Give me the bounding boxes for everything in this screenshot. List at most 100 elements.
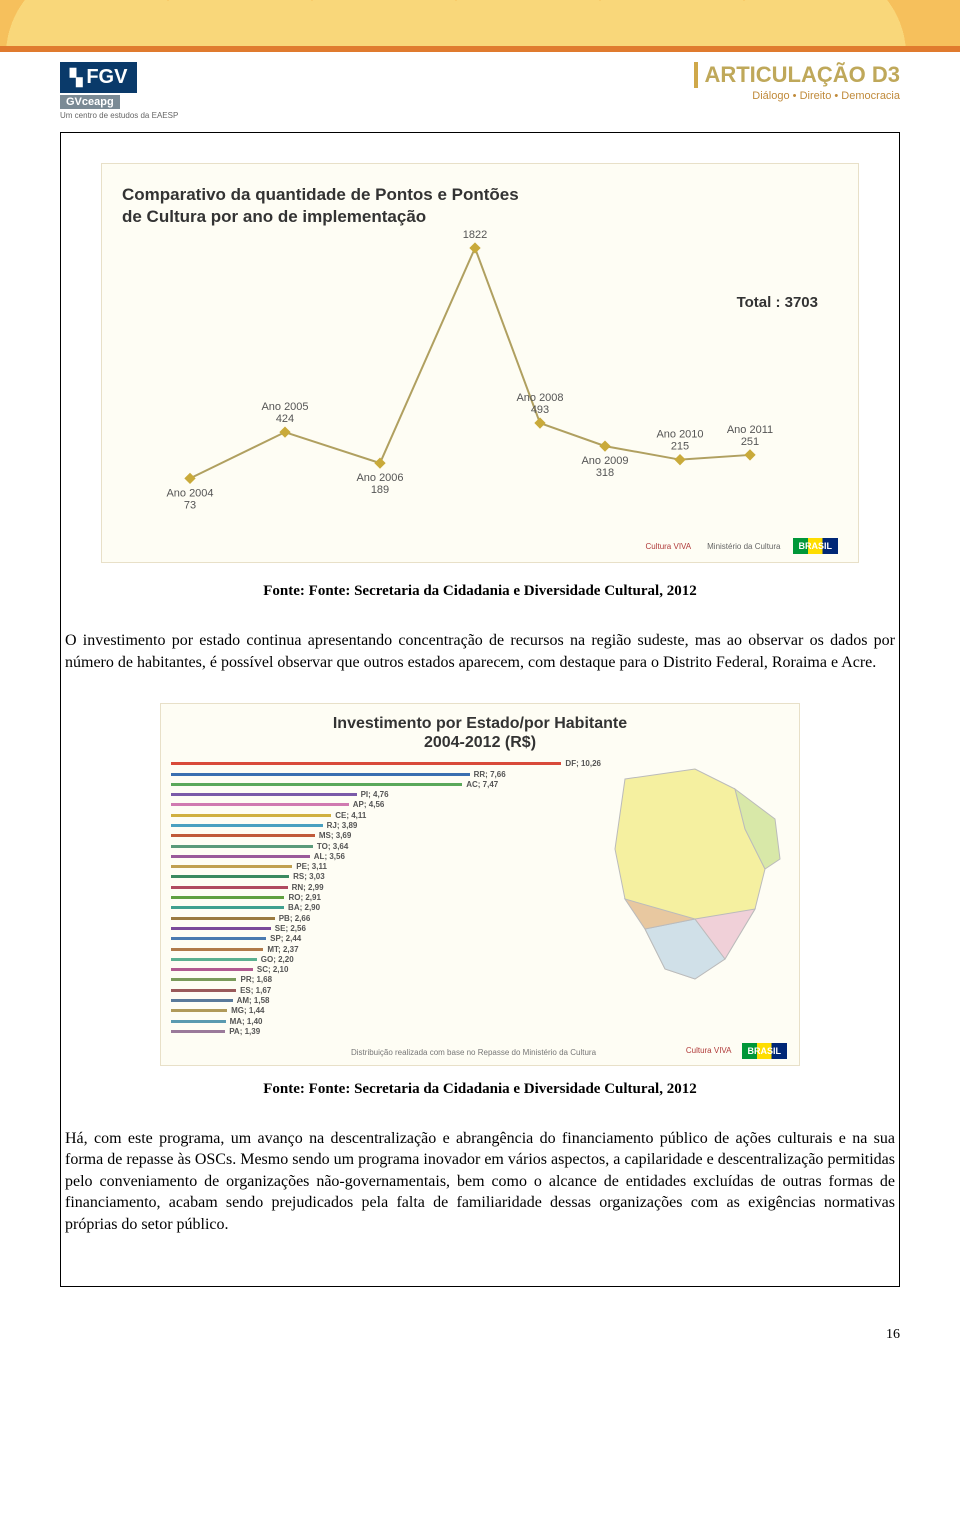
svg-text:Ano 2005: Ano 2005 [261,401,308,413]
bar-label: RJ; 3,89 [327,821,358,830]
bar-label: PB; 2,66 [279,914,311,923]
bar-row: MA; 1,40 [171,1016,601,1026]
bar-label: RS; 3,03 [293,872,325,881]
viva-logo-2: Cultura VIVA [682,1044,736,1057]
bar-row: TO; 3,64 [171,841,601,851]
brasil-logo-2: BRASIL [742,1043,788,1059]
bar [171,875,289,878]
page-number: 16 [0,1327,900,1343]
bar [171,845,313,848]
bar-row: AP; 4,56 [171,800,601,810]
bar-label: AL; 3,56 [314,852,345,861]
bar-row: DF; 10,26 [171,759,601,769]
bar [171,855,310,858]
bar-row: PE; 3,11 [171,862,601,872]
bar-label: MT; 2,37 [267,945,298,954]
bar-label: SP; 2,44 [270,934,301,943]
bar-label: PE; 3,11 [296,862,327,871]
bar [171,906,284,909]
bar [171,824,323,827]
svg-text:424: 424 [276,413,294,425]
bar-label: SC; 2,10 [257,965,289,974]
bar [171,1030,225,1033]
articulacao-subtitle: Diálogo • Direito • Democracia [694,90,900,102]
bar-row: MG; 1,44 [171,1006,601,1016]
bar-label: AM; 1,58 [237,996,270,1005]
svg-text:493: 493 [531,404,549,416]
svg-text:Ano 2010: Ano 2010 [656,429,703,441]
bar [171,927,271,930]
svg-text:Ano 2006: Ano 2006 [356,472,403,484]
svg-text:1822: 1822 [463,229,487,241]
bar-label: RN; 2,99 [292,883,324,892]
chart1-caption: Fonte: Fonte: Secretaria da Cidadania e … [61,583,899,600]
bar [171,1009,227,1012]
svg-text:73: 73 [184,500,196,512]
bar [171,937,266,940]
bar-label: MS; 3,69 [319,831,351,840]
svg-text:Ano 2008: Ano 2008 [516,392,563,404]
bar-row: PA; 1,39 [171,1026,601,1036]
bar-row: RJ; 3,89 [171,820,601,830]
paragraph-1: O investimento por estado continua apres… [61,630,899,673]
gv-subtitle: Um centro de estudos da EAESP [60,111,178,120]
bar-label: RO; 2,91 [288,893,320,902]
bar [171,958,257,961]
svg-text:251: 251 [741,436,759,448]
articulacao-title: ARTICULAÇÃO D3 [694,62,900,88]
fgv-text: FGV [86,66,127,89]
bar [171,917,275,920]
top-ribbon [0,0,960,52]
chart-comparativo: Comparativo da quantidade de Pontos e Po… [101,163,859,563]
bar-row: RR; 7,66 [171,769,601,779]
bar [171,793,357,796]
chart2-caption: Fonte: Fonte: Secretaria da Cidadania e … [61,1081,899,1098]
bar-row: AL; 3,56 [171,851,601,861]
logo-articulacao: ARTICULAÇÃO D3 Diálogo • Direito • Democ… [694,62,900,102]
bar-label: AC; 7,47 [466,780,498,789]
bar-row: MT; 2,37 [171,944,601,954]
bar-row: MS; 3,69 [171,831,601,841]
bar-label: MG; 1,44 [231,1006,264,1015]
svg-text:Ano 2009: Ano 2009 [581,455,628,467]
brasil-map [585,759,785,989]
chart1-title-l1: Comparativo da quantidade de Pontos e Po… [122,185,519,204]
bar-row: AM; 1,58 [171,995,601,1005]
chart1-total: Total : 3703 [737,294,818,311]
bar-label: TO; 3,64 [317,842,348,851]
bar-label: PA; 1,39 [229,1027,260,1036]
bar [171,999,233,1002]
bar-row: SE; 2,56 [171,923,601,933]
bar-label: MA; 1,40 [230,1017,263,1026]
bar-row: RN; 2,99 [171,882,601,892]
bar-label: GO; 2,20 [261,955,294,964]
bar-row: AC; 7,47 [171,779,601,789]
chart2-footnote: Distribuição realizada com base no Repas… [351,1048,596,1057]
chart-investimento: Investimento por Estado/por Habitante 20… [160,703,800,1065]
chart1-plot: Ano 200473Ano 2005424Ano 2006189Ano 2007… [122,228,838,528]
bar [171,886,288,889]
header: ▚ FGV GVceapg Um centro de estudos da EA… [0,52,960,132]
paragraph-2: Há, com este programa, um avanço na desc… [61,1128,899,1256]
chart2-body: DF; 10,26RR; 7,66AC; 7,47 PI; 4,76AP; 4,5… [161,755,799,1065]
chart2-title: Investimento por Estado/por Habitante 20… [161,704,799,754]
bar [171,814,331,817]
chart2-footer: Cultura VIVA BRASIL [682,1043,787,1059]
bar [171,896,284,899]
brasil-logo: BRASIL [793,538,839,554]
fgv-logo: ▚ FGV [60,62,137,93]
bar-label: ES; 1,67 [240,986,271,995]
chart2-title-l1: Investimento por Estado/por Habitante [333,715,627,732]
bar-row: PR; 1,68 [171,975,601,985]
bar-label: PR; 1,68 [240,975,272,984]
bar-row: ES; 1,67 [171,985,601,995]
bar [171,783,462,786]
bar-label: CE; 4,11 [335,811,366,820]
bar-label: PI; 4,76 [361,790,389,799]
chart2-title-l2: 2004-2012 (R$) [424,734,536,751]
bar [171,865,292,868]
gvceapg-label: GVceapg [60,95,120,109]
svg-text:Ano 2004: Ano 2004 [166,488,213,500]
logo-fgv-block: ▚ FGV GVceapg Um centro de estudos da EA… [60,62,178,120]
bar-label: AP; 4,56 [353,800,385,809]
